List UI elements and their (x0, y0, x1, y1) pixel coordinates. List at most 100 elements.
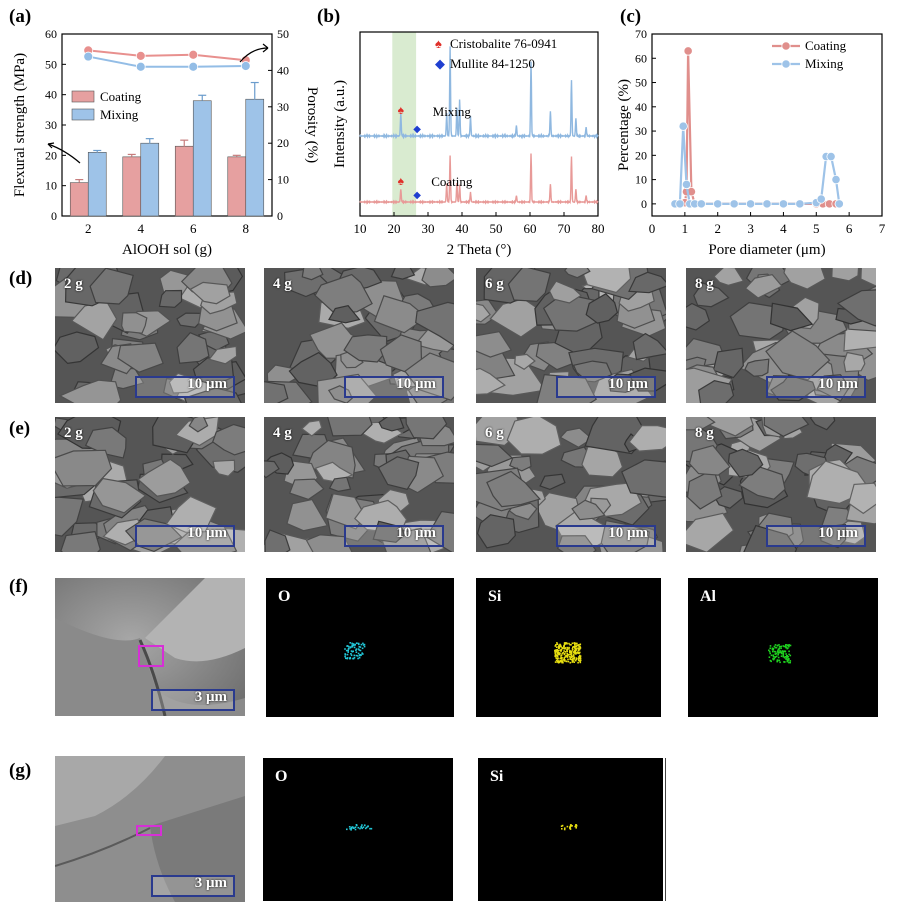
plot-frame (651, 33, 883, 217)
eds-dot (570, 652, 573, 654)
scale-label: 10 μm (818, 376, 858, 392)
y-tick-label: 10 (45, 179, 57, 193)
eds-dot (557, 647, 560, 650)
eds-dot (569, 655, 571, 658)
bar-mixing (87, 152, 107, 217)
eds-dot (350, 829, 352, 831)
eds-dot (556, 657, 559, 659)
eds-dot (562, 652, 564, 654)
grain (628, 424, 666, 452)
eds-dot (362, 653, 364, 655)
x-tick-label: 80 (592, 221, 605, 236)
eds-dot (560, 649, 562, 651)
eds-dot (364, 827, 367, 830)
eds-dot (773, 657, 776, 660)
eds-dot (361, 827, 364, 830)
element-label: Si (488, 588, 502, 605)
eds-dot (575, 657, 578, 659)
y2-tick-label: 10 (277, 173, 289, 187)
grain (580, 268, 632, 294)
grain (301, 268, 324, 281)
eds-dot (569, 643, 571, 646)
eds-dot (579, 660, 582, 662)
eds-dot (787, 647, 789, 649)
scale-bar: 10 μm (556, 376, 656, 398)
eds-dot (554, 652, 556, 654)
sample-label: 6 g (485, 425, 504, 441)
eds-dot (786, 658, 789, 661)
eds-dot (769, 652, 771, 655)
eds-dot (362, 644, 365, 646)
series-label: Coating (431, 174, 473, 189)
eds-dot (572, 654, 575, 656)
eds-dot (561, 828, 563, 830)
y-tick-label: 30 (635, 124, 647, 138)
grain (507, 268, 552, 302)
y-tick-label: 60 (45, 27, 57, 41)
eds-dot (773, 650, 776, 653)
eds-dot (577, 657, 580, 660)
pore-point (762, 199, 772, 209)
eds-dot (789, 644, 792, 647)
eds-dot (350, 646, 352, 648)
eds-dot (561, 658, 563, 660)
row-d-sem-3: 6 g 10 μm (476, 268, 666, 403)
eds-dot (569, 653, 571, 655)
x-tick-label: 3 (747, 221, 754, 236)
eds-dot (351, 646, 354, 648)
eds-dot (569, 661, 572, 664)
row-d-sem-4: 8 g 10 μm (686, 268, 876, 403)
arrow-left-head (47, 142, 55, 149)
eds-dot (780, 645, 782, 648)
grain (301, 419, 323, 437)
eds-dot (554, 645, 557, 647)
eds-dot (554, 654, 557, 656)
eds-dot (561, 824, 564, 827)
eds-dot (344, 648, 346, 650)
eds-dot (566, 656, 569, 658)
grain (770, 374, 816, 402)
grain (211, 423, 245, 456)
legend-symbol: ◆ (435, 56, 445, 71)
pore-point (713, 199, 723, 209)
scale-bar: 10 μm (766, 376, 866, 398)
y-axis-title: Flexural strength (MPa) (12, 53, 28, 197)
eds-signal (560, 824, 578, 831)
grain (377, 456, 420, 490)
eds-dot (556, 660, 559, 662)
eds-dot (789, 661, 791, 664)
grain (632, 332, 666, 361)
eds-dot (351, 644, 353, 646)
grain (539, 473, 566, 491)
eds-dot (783, 645, 786, 648)
eds-dot (555, 644, 557, 646)
grain (548, 280, 583, 304)
eds-dot (566, 650, 568, 653)
grain (328, 305, 361, 324)
grain (559, 427, 594, 448)
eds-dot (348, 826, 351, 828)
scale-bar: 10 μm (344, 376, 444, 398)
grain (288, 478, 325, 501)
eds-dot (788, 658, 790, 660)
eds-dot (359, 646, 362, 648)
grain (783, 268, 826, 290)
eds-dot (357, 655, 359, 657)
legend-symbol: ♠ (435, 36, 442, 51)
eds-dot (777, 652, 780, 654)
grain (686, 302, 711, 331)
eds-map-f-o: O (266, 578, 454, 717)
eds-dot (579, 661, 582, 664)
grain (476, 443, 514, 468)
grain (476, 514, 516, 549)
grain (621, 459, 666, 498)
eds-dot (572, 655, 575, 657)
eds-dot (361, 824, 363, 826)
eds-dot (568, 648, 570, 650)
eds-dot (561, 660, 564, 662)
eds-dot (350, 654, 353, 657)
eds-dot (556, 654, 559, 657)
eds-dot (573, 646, 575, 648)
mullite-marker: ◆ (413, 190, 421, 201)
eds-dot (575, 824, 577, 826)
